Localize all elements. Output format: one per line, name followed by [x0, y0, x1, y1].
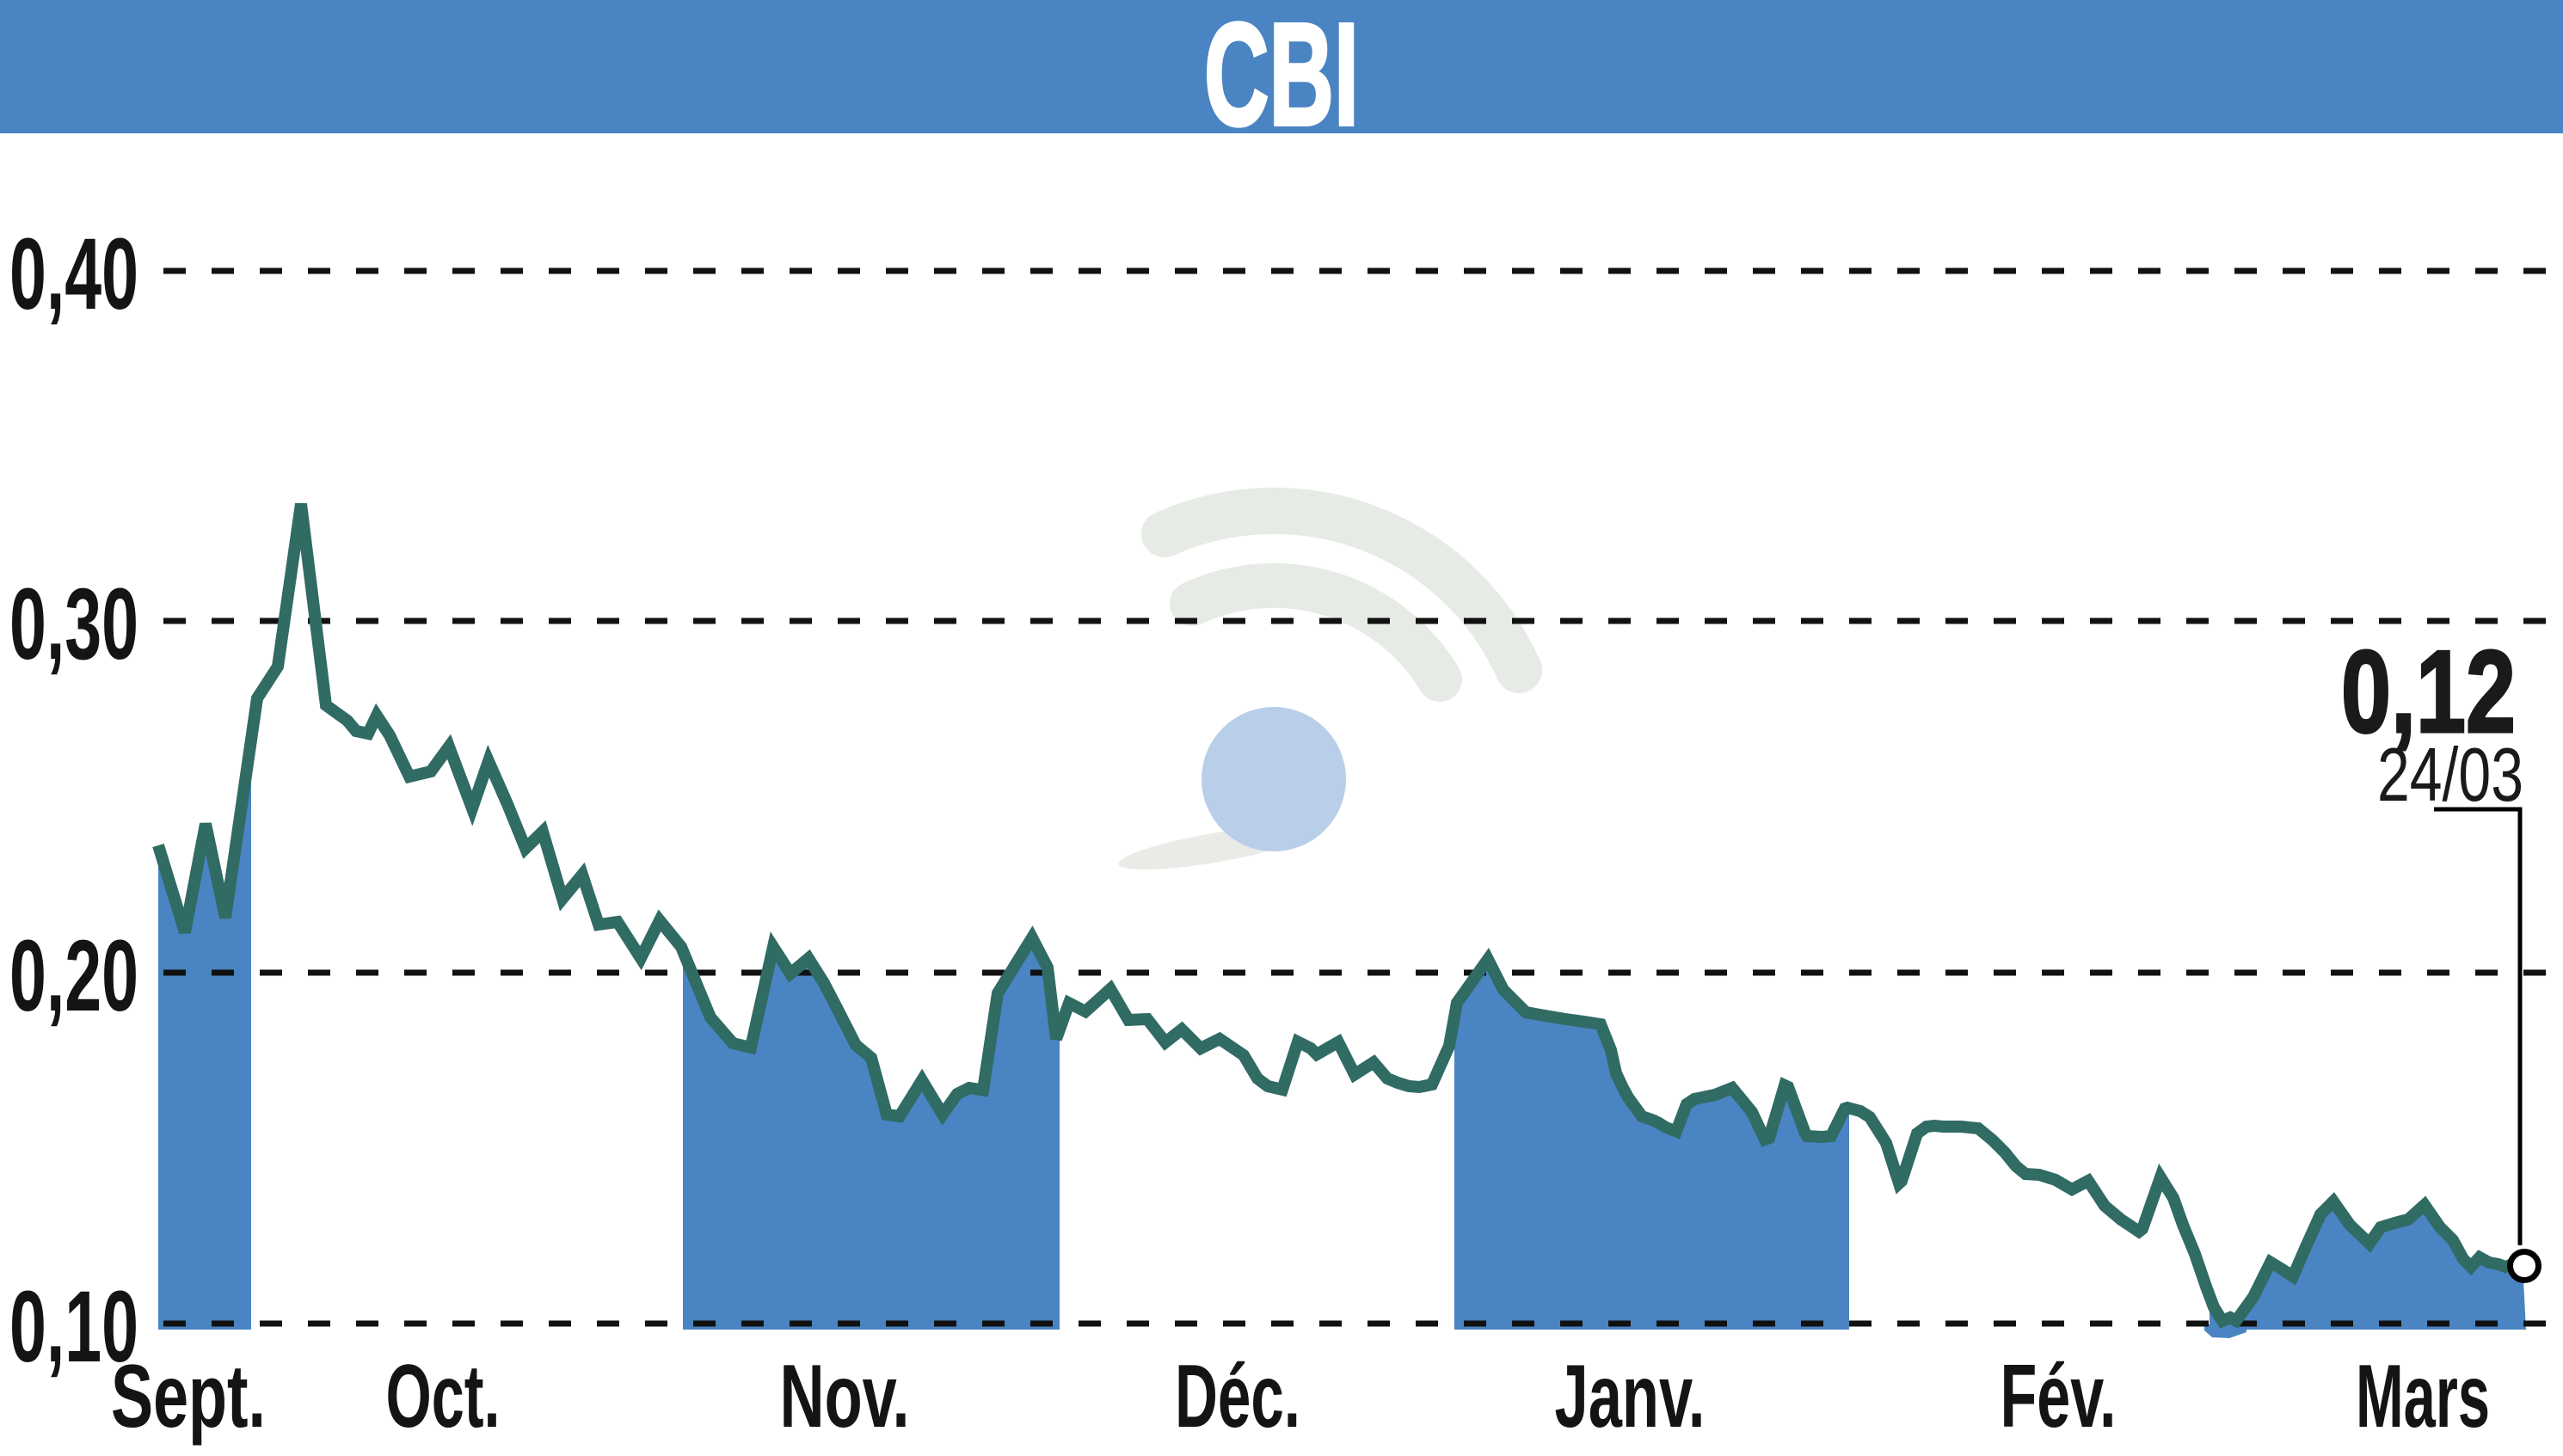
svg-text:Nov.: Nov.	[780, 1347, 910, 1447]
svg-text:0,20: 0,20	[9, 919, 138, 1033]
svg-text:Déc.: Déc.	[1175, 1347, 1300, 1447]
svg-text:Fév.: Fév.	[2001, 1347, 2117, 1447]
svg-text:0,40: 0,40	[9, 218, 138, 331]
svg-text:0,10: 0,10	[9, 1270, 138, 1384]
svg-text:Mars: Mars	[2356, 1347, 2490, 1447]
svg-text:Janv.: Janv.	[1555, 1347, 1706, 1447]
svg-text:CBI: CBI	[1204, 0, 1359, 157]
svg-text:Oct.: Oct.	[386, 1347, 501, 1447]
svg-text:24/03: 24/03	[2377, 732, 2523, 817]
svg-text:0,12: 0,12	[2341, 626, 2516, 757]
svg-text:0,30: 0,30	[9, 568, 138, 681]
svg-text:Sept.: Sept.	[111, 1347, 266, 1447]
